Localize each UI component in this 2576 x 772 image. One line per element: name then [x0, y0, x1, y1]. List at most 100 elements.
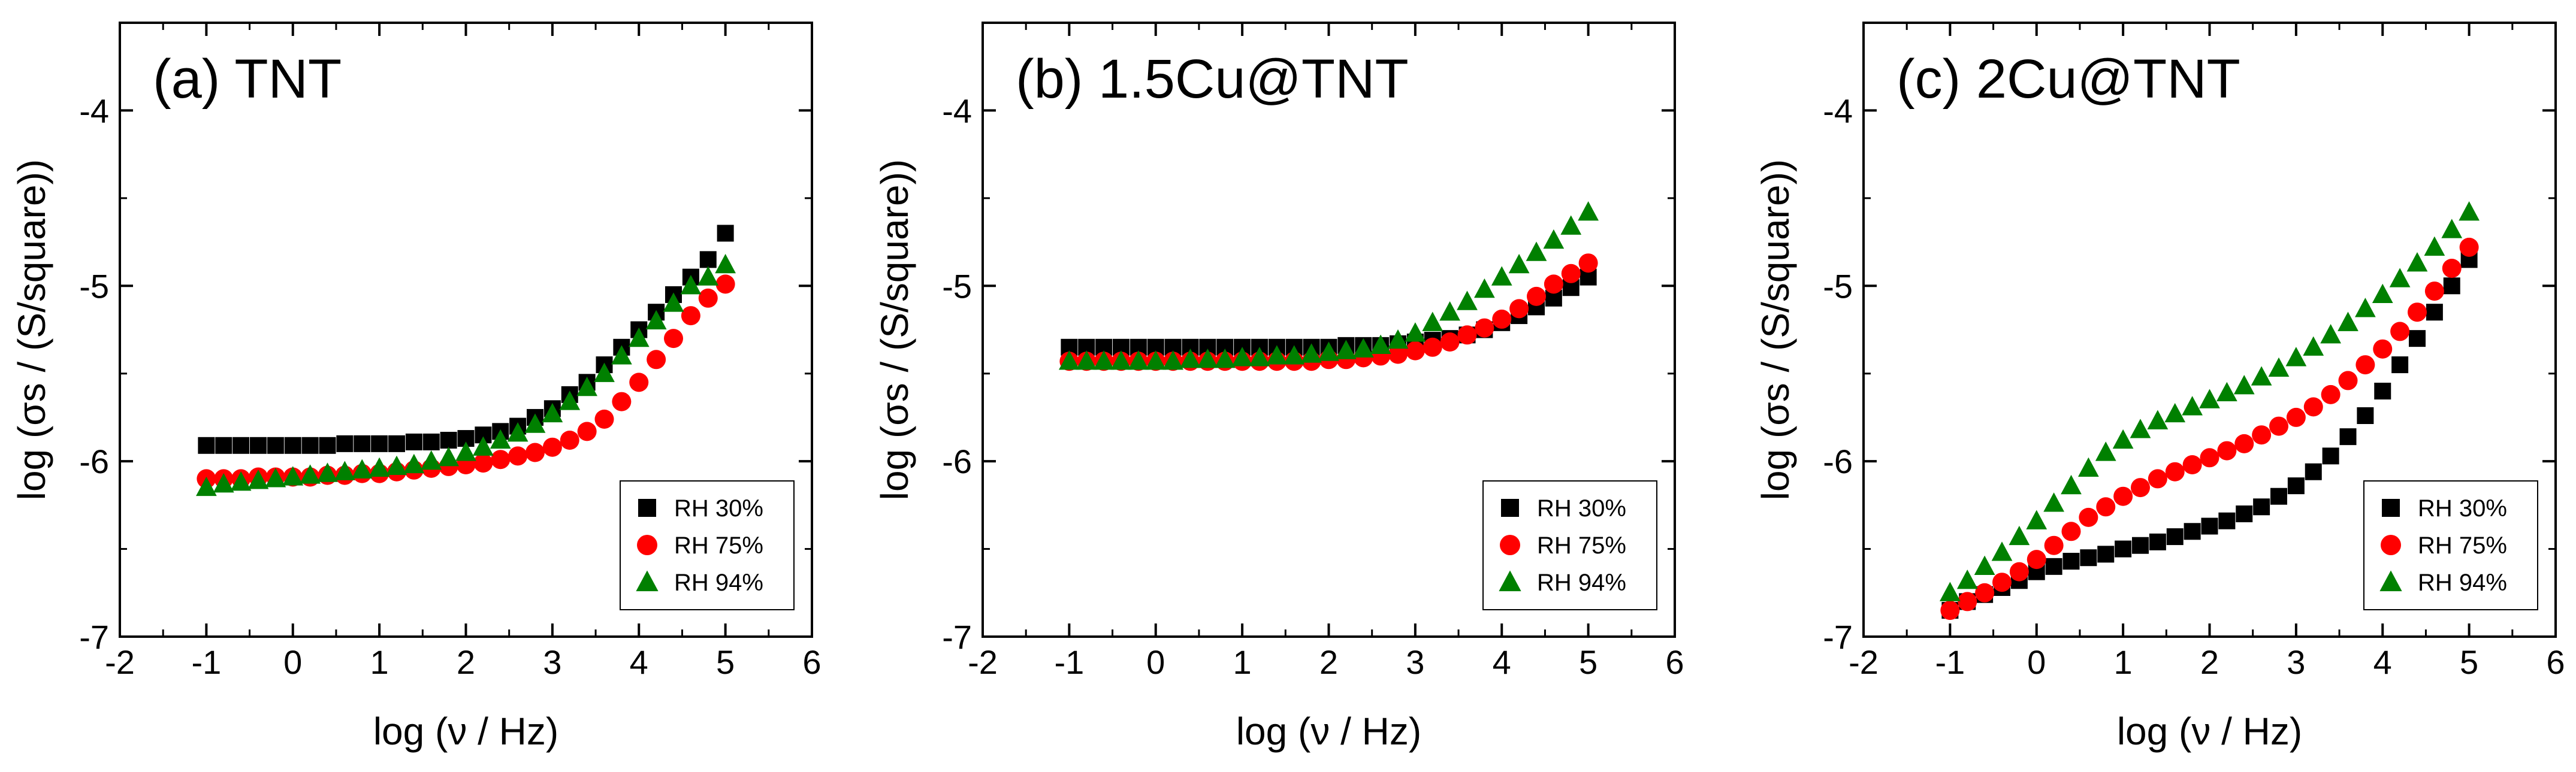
y-tick-label: -6 — [942, 443, 972, 480]
data-point — [2078, 457, 2099, 477]
data-point — [2233, 374, 2255, 395]
data-point — [2182, 396, 2203, 416]
data-point — [1405, 341, 1425, 361]
data-point — [2285, 347, 2307, 367]
data-point — [1958, 592, 1977, 611]
x-tick-label: 5 — [1579, 643, 1597, 681]
series-rh-94- — [1059, 201, 1599, 370]
data-point — [1197, 349, 1218, 368]
data-point — [2320, 324, 2341, 344]
panel-title: (b) 1.5Cu@TNT — [1016, 49, 1409, 110]
x-tick-label: 2 — [2200, 643, 2219, 681]
data-point — [2459, 237, 2479, 257]
x-tick-label: 4 — [2373, 643, 2392, 681]
data-point — [577, 422, 597, 441]
data-point — [2391, 356, 2409, 374]
data-point — [2322, 447, 2339, 465]
data-point — [559, 390, 581, 410]
data-point — [2287, 477, 2305, 495]
data-point — [1422, 311, 1443, 331]
data-point — [2339, 428, 2357, 446]
data-point — [1423, 337, 1442, 357]
data-point — [2096, 497, 2116, 517]
y-tick-label: -6 — [79, 443, 109, 480]
data-point — [301, 437, 319, 454]
data-point — [576, 376, 597, 396]
data-point — [1266, 345, 1288, 365]
x-tick-label: -1 — [191, 643, 221, 681]
data-point — [490, 429, 511, 449]
data-point — [473, 436, 494, 456]
data-point — [2044, 535, 2064, 555]
data-point — [2373, 339, 2393, 359]
data-point — [440, 432, 457, 449]
data-point — [2097, 546, 2115, 563]
x-axis-label: log (ν / Hz) — [2117, 710, 2302, 753]
data-point — [2182, 455, 2202, 474]
data-point — [524, 413, 546, 433]
y-axis-label: log (σs / (S/square)) — [873, 159, 916, 500]
data-point — [473, 453, 493, 473]
data-point — [2079, 507, 2098, 527]
data-point — [2459, 201, 2480, 221]
data-point — [1440, 332, 1460, 352]
data-point — [1318, 341, 1339, 361]
legend-marker — [638, 499, 656, 517]
data-point — [594, 362, 615, 382]
data-point — [1526, 241, 1547, 261]
data-point — [647, 350, 666, 370]
x-tick-label: 0 — [2027, 643, 2046, 681]
data-point — [2216, 382, 2237, 402]
legend: RH 30% RH 75% RH 94% — [620, 480, 795, 610]
data-point — [267, 437, 284, 454]
data-point — [265, 468, 286, 488]
data-point — [2148, 469, 2167, 489]
data-point — [2166, 528, 2184, 546]
data-point — [2217, 441, 2237, 461]
legend-marker — [2379, 570, 2402, 592]
data-point — [542, 437, 562, 457]
data-point — [2408, 302, 2427, 322]
x-tick-label: 6 — [802, 643, 821, 681]
data-point — [508, 446, 528, 466]
x-tick-label: -1 — [1935, 643, 1965, 681]
series-rh-30- — [198, 225, 734, 454]
panel-title: (c) 2Cu@TNT — [1896, 49, 2240, 110]
legend-label: RH 94% — [1537, 570, 1626, 596]
data-point — [2357, 407, 2374, 424]
data-point — [1162, 350, 1183, 370]
y-tick-label: -5 — [942, 267, 972, 305]
data-point — [2253, 498, 2270, 516]
data-point — [388, 435, 405, 452]
x-tick-label: -2 — [105, 643, 135, 681]
chart-panel-2: -2 -1 0 1 2 3 4 5 6 -7 -6 -5 -4 (b) 1.5Cu@TNT log (ν /… — [873, 22, 1684, 753]
data-point — [2199, 389, 2220, 408]
data-point — [2252, 425, 2272, 445]
data-point — [2426, 304, 2443, 321]
data-point — [2130, 419, 2151, 438]
x-tick-label: 0 — [1146, 643, 1165, 681]
x-tick-label: -2 — [1849, 643, 1879, 681]
data-point — [230, 471, 252, 491]
data-point — [1301, 343, 1322, 363]
data-point — [491, 450, 511, 470]
data-point — [317, 462, 338, 482]
data-point — [2218, 512, 2236, 529]
data-point — [2026, 510, 2047, 529]
data-point — [715, 253, 736, 274]
data-point — [2270, 488, 2287, 505]
y-tick-label: -7 — [79, 618, 109, 656]
data-point — [2009, 525, 2030, 546]
data-point — [2115, 540, 2132, 558]
data-point — [232, 437, 250, 454]
data-point — [1093, 350, 1115, 370]
series-rh-94- — [1940, 201, 2480, 601]
legend-label: RH 75% — [1537, 532, 1626, 559]
data-point — [2355, 355, 2375, 375]
data-point — [1509, 299, 1529, 319]
y-tick-label: -5 — [79, 267, 109, 305]
x-axis-label: log (ν / Hz) — [1236, 710, 1421, 753]
data-point — [1249, 347, 1270, 367]
data-point — [1975, 583, 1995, 603]
